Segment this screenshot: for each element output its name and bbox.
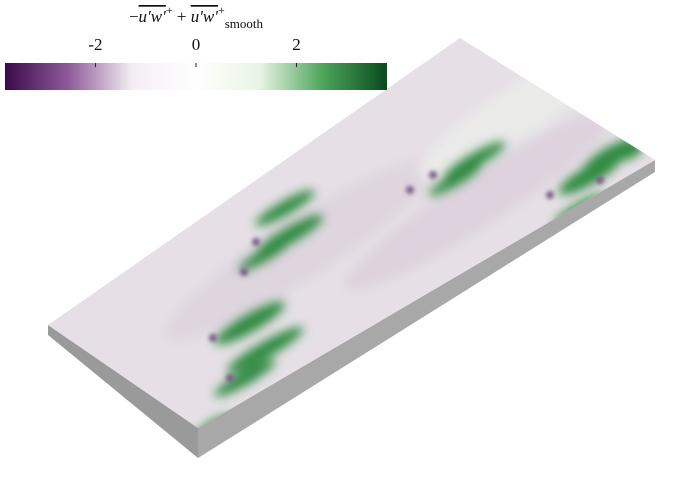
title-term: u′w′ <box>139 7 167 26</box>
title-term: u′w′ <box>191 7 219 26</box>
colorbar-title: −u′w′+ + u′w′+smooth <box>129 3 264 31</box>
colorbar <box>5 63 387 90</box>
colorbar-tick-label: 2 <box>292 35 301 54</box>
title-subscript: smooth <box>225 16 264 31</box>
colorbar-tick-label: -2 <box>88 35 102 54</box>
title-sign: − <box>129 7 139 26</box>
title-superscript: + <box>218 3 225 17</box>
figure: −u′w′+ + u′w′+smooth -2 0 2 <box>0 0 678 489</box>
colorbar-tick-label: 0 <box>192 35 201 54</box>
title-plus: + <box>173 7 191 26</box>
